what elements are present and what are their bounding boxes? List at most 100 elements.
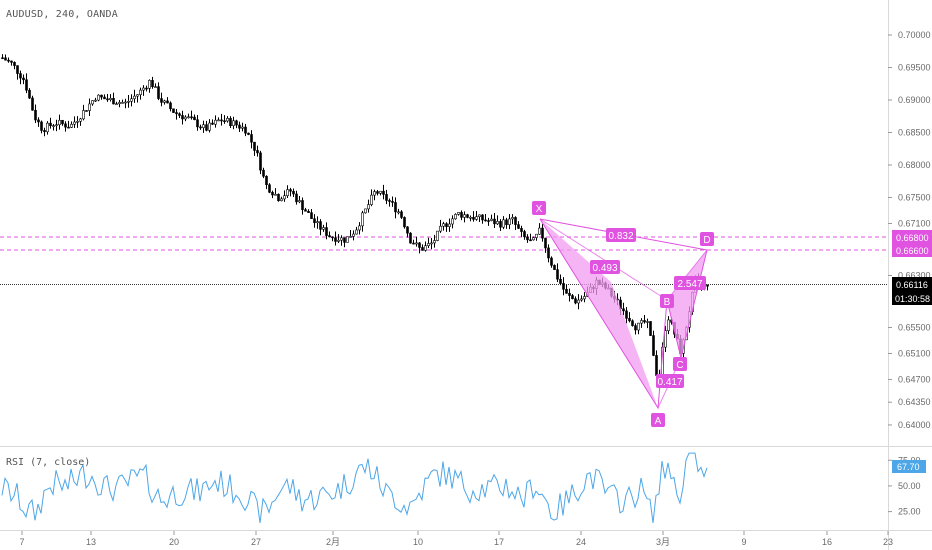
candle <box>307 209 310 213</box>
harmonic-pattern[interactable]: X A B C D 0.493 0.417 2.547 <box>532 201 714 427</box>
candle <box>475 210 478 221</box>
candle <box>406 226 409 238</box>
time-tick-label: 24 <box>576 537 586 547</box>
candle <box>64 121 67 132</box>
ratio-label-ac[interactable]: 0.417 <box>656 374 684 388</box>
candle <box>202 120 205 133</box>
svg-text:C: C <box>676 360 683 371</box>
candle <box>343 237 346 248</box>
rsi-tick-label: 25.00 <box>898 507 921 517</box>
ratio-label-xb[interactable]: 0.493 <box>590 260 620 274</box>
candle <box>517 221 520 230</box>
candle <box>565 284 568 294</box>
candle <box>100 94 103 100</box>
price-axis[interactable]: 0.70000 0.69500 0.69000 0.68500 0.68000 0.675… <box>888 30 931 430</box>
candle <box>49 117 52 129</box>
pattern-point-d[interactable]: D <box>700 232 714 246</box>
candle <box>88 98 91 117</box>
price-tick-label: 0.68000 <box>898 160 931 170</box>
candle <box>505 217 508 229</box>
candles-series <box>1 54 709 385</box>
ratio-label-xd[interactable]: 0.832 <box>606 228 636 242</box>
candle <box>232 116 235 130</box>
candle <box>652 330 655 357</box>
candle <box>499 219 502 231</box>
candle <box>460 210 463 221</box>
candle <box>634 323 637 335</box>
candle <box>535 233 538 241</box>
candle <box>268 183 271 194</box>
time-tick-label: 3月 <box>656 537 670 547</box>
candle <box>394 197 397 219</box>
price-tag-last[interactable]: 0.66116 <box>892 277 932 291</box>
svg-text:X: X <box>536 204 543 215</box>
time-tick-label: 10 <box>413 537 423 547</box>
symbol-label[interactable]: AUDUSD, 240, OANDA <box>6 9 118 20</box>
candle <box>574 296 577 305</box>
time-tick-label: 23 <box>883 537 893 547</box>
candle <box>541 224 544 242</box>
candle <box>484 213 487 222</box>
candle <box>340 235 343 246</box>
candle <box>283 190 286 202</box>
candle <box>289 187 292 197</box>
candle <box>415 236 418 247</box>
svg-text:0.66600: 0.66600 <box>896 246 929 256</box>
candle <box>25 73 28 94</box>
candle <box>52 124 55 131</box>
candle <box>532 236 535 241</box>
candle <box>229 116 232 128</box>
candle <box>643 314 646 324</box>
price-tick-label: 0.69000 <box>898 95 931 105</box>
candle <box>154 83 157 88</box>
pattern-xb-line <box>539 218 668 301</box>
candle <box>583 292 586 303</box>
candle <box>43 127 46 137</box>
time-tick-label: 17 <box>494 537 504 547</box>
pattern-point-a[interactable]: A <box>651 413 665 427</box>
price-tag-066600[interactable]: 0.66600 <box>892 243 932 257</box>
price-tag-066800[interactable]: 0.66800 <box>892 230 932 244</box>
candle <box>208 119 211 133</box>
ratio-label-bd[interactable]: 2.547 <box>674 276 706 290</box>
svg-text:0.493: 0.493 <box>592 263 617 274</box>
candle <box>55 119 58 132</box>
candle <box>181 110 184 125</box>
candle <box>250 130 253 149</box>
candle <box>37 117 40 127</box>
candle <box>529 233 532 242</box>
candle <box>58 114 61 130</box>
svg-text:0.417: 0.417 <box>657 377 682 388</box>
candle <box>187 113 190 119</box>
pattern-point-b[interactable]: B <box>660 294 674 308</box>
price-tick-label: 0.69500 <box>898 62 931 72</box>
candle <box>349 229 352 238</box>
candle <box>472 211 475 222</box>
candle <box>94 97 97 103</box>
svg-text:A: A <box>655 416 662 427</box>
candle <box>22 74 25 85</box>
candle <box>136 94 139 103</box>
svg-text:B: B <box>664 297 671 308</box>
candle <box>439 219 442 233</box>
candle <box>127 95 130 108</box>
candle <box>346 236 349 243</box>
candle <box>244 123 247 137</box>
candle <box>280 196 283 202</box>
candle <box>397 208 400 215</box>
candle <box>556 263 559 283</box>
candle <box>640 318 643 328</box>
candle <box>502 216 505 230</box>
pattern-point-x[interactable]: X <box>532 201 546 215</box>
price-tick-label: 0.70000 <box>898 30 931 40</box>
svg-text:01:30:58: 01:30:58 <box>895 294 930 304</box>
pattern-point-c[interactable]: C <box>673 357 687 371</box>
rsi-indicator-label[interactable]: RSI (7, close) <box>6 457 91 468</box>
candle <box>538 223 541 235</box>
time-axis[interactable]: 7 13 20 27 2月 10 17 24 3月 9 16 23 <box>19 531 893 547</box>
candle <box>46 121 49 135</box>
rsi-value-tag[interactable]: 67.70 <box>892 460 926 473</box>
candle <box>274 188 277 196</box>
candle <box>547 244 550 263</box>
